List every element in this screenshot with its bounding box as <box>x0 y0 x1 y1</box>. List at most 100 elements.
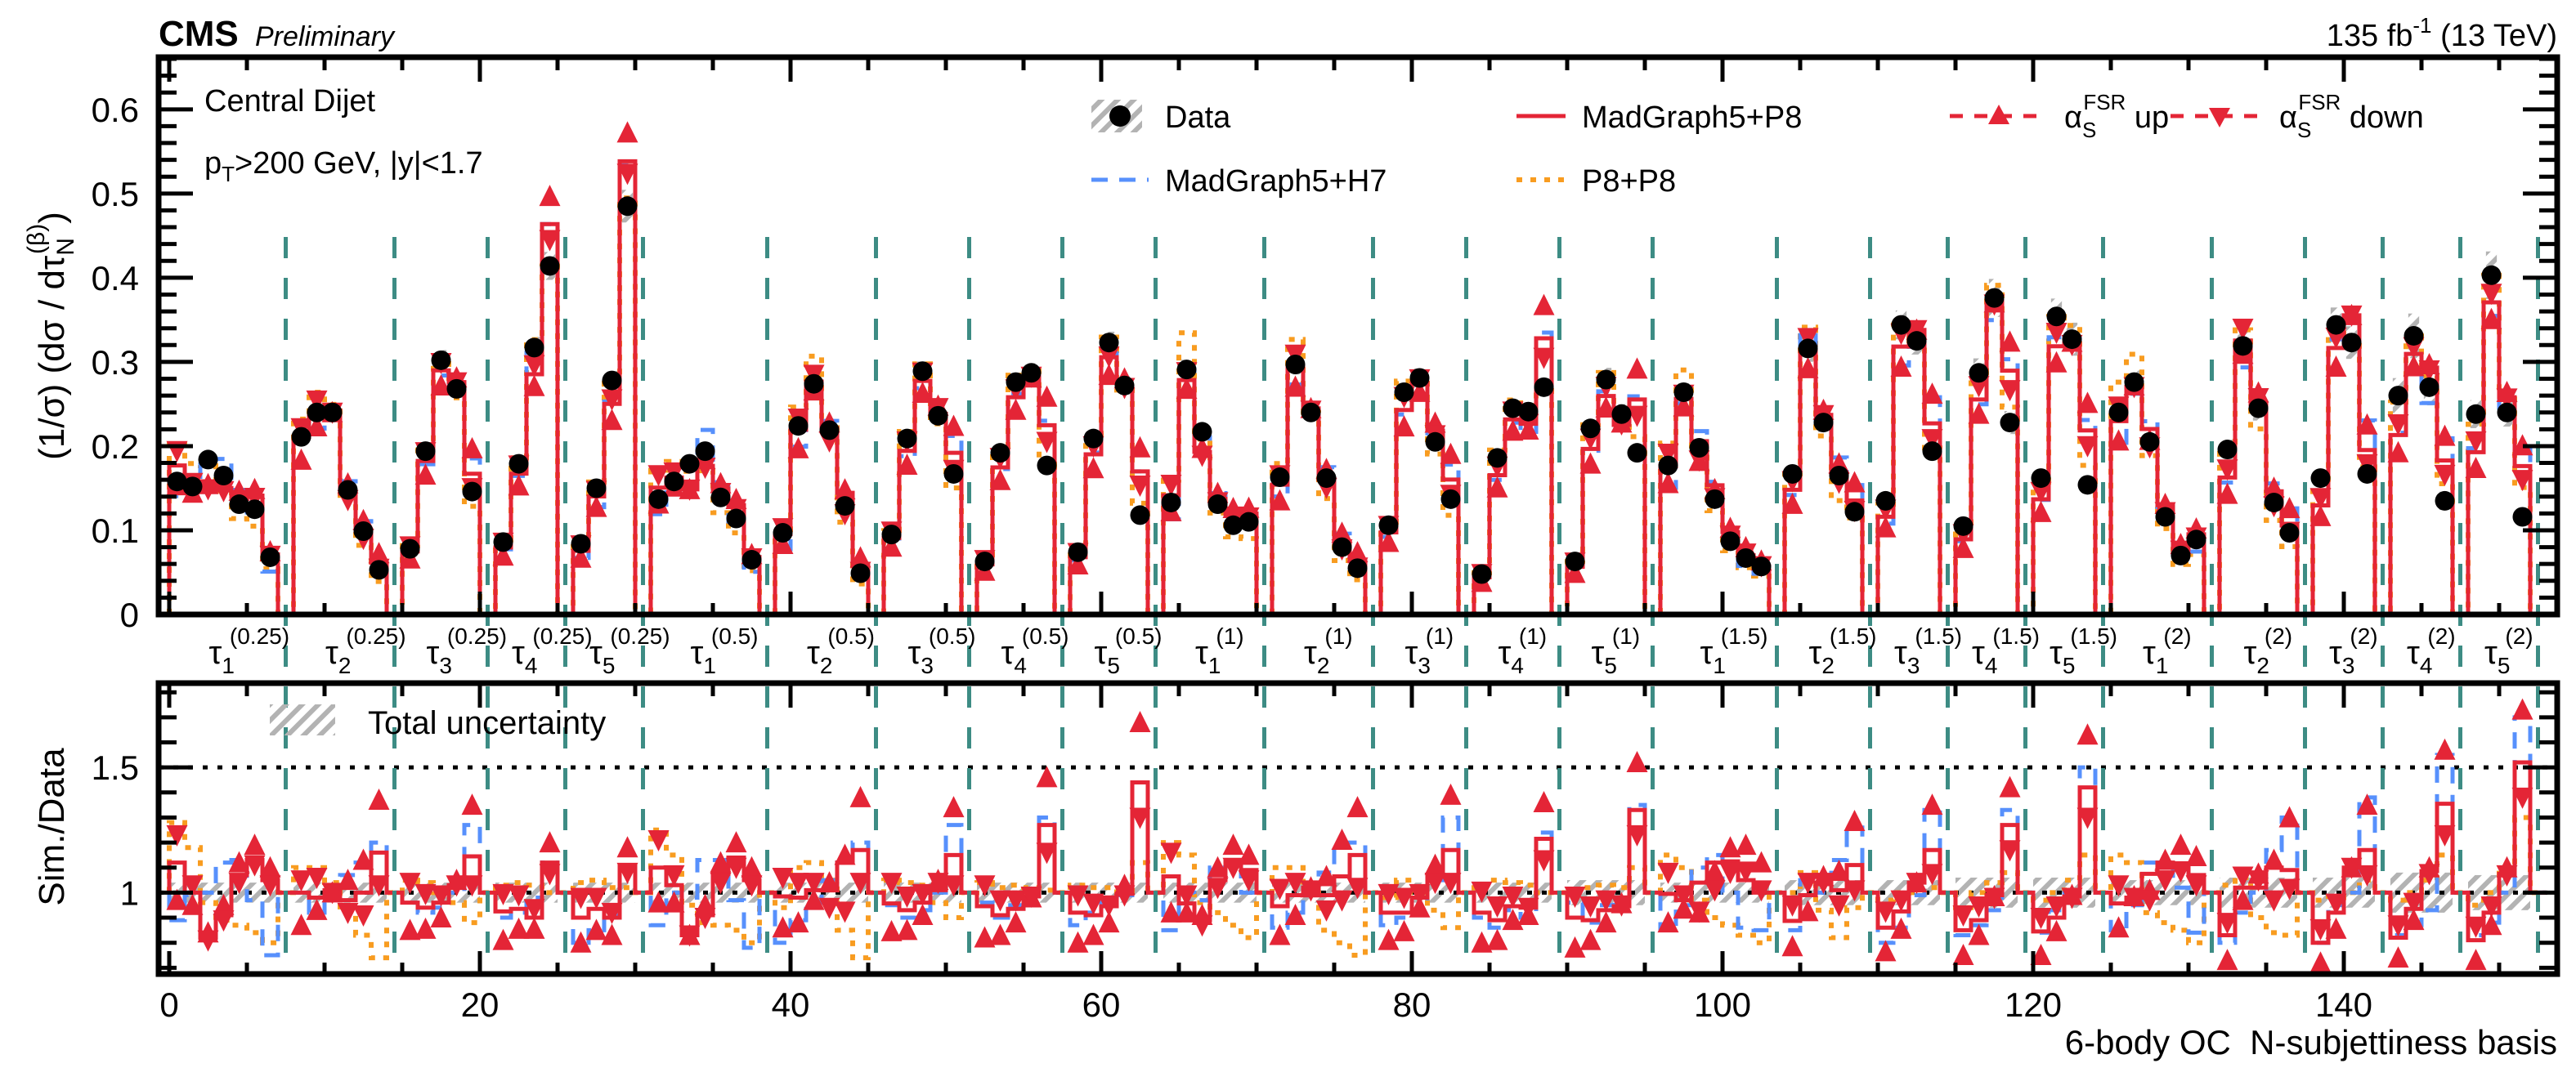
tau-beta: (0.25) <box>610 623 670 649</box>
marker-fsr-down <box>1160 475 1182 497</box>
ratio-marker-fsr-down <box>2232 866 2254 888</box>
ratio-marker-fsr-down <box>880 873 903 895</box>
data-point <box>679 454 700 474</box>
marker-fsr-up <box>896 453 918 475</box>
data-point <box>2124 372 2144 392</box>
tau-beta: (0.25) <box>230 623 289 649</box>
marker-fsr-down <box>2030 481 2052 503</box>
tau-group-label: τ3 (1.5) <box>1894 623 1962 678</box>
ratio-marker-fsr-down <box>2480 896 2502 918</box>
ratio-marker-fsr-up <box>741 856 763 878</box>
ratio-marker-fsr-down <box>849 873 871 895</box>
legend-label-p8-p8: P8+P8 <box>1582 164 1676 199</box>
tau-index: 3 <box>439 653 452 678</box>
marker-fsr-up <box>1393 415 1415 437</box>
marker-fsr-up <box>787 436 809 458</box>
x-tick-label: 60 <box>1082 985 1121 1024</box>
data-point <box>1658 455 1678 476</box>
ratio-marker-fsr-up <box>2278 806 2300 828</box>
ratio-marker-fsr-down <box>2061 887 2083 909</box>
marker-fsr-up <box>1579 452 1602 474</box>
data-point <box>508 454 529 474</box>
ratio-marker-fsr-up <box>2170 833 2192 856</box>
data-point <box>1891 315 1911 335</box>
marker-fsr-down <box>2309 488 2332 510</box>
y-label-main: (1/σ) (dσ / dτ <box>32 255 72 460</box>
tau-index: 4 <box>2420 653 2433 678</box>
marker-fsr-up <box>290 448 312 470</box>
ratio-marker-fsr-up <box>1781 935 1803 957</box>
selection-title: Central Dijet <box>204 84 376 118</box>
tau-index: 1 <box>1713 653 1726 678</box>
marker-fsr-up <box>523 374 545 396</box>
y-tick-label: 0.5 <box>92 175 139 213</box>
data-point <box>1565 552 1585 572</box>
ratio-marker-fsr-down <box>912 883 934 905</box>
tau-symbol: τ <box>2484 635 2498 671</box>
marker-fsr-up <box>772 533 794 555</box>
data-point <box>726 508 746 529</box>
ratio-marker-fsr-down <box>181 875 204 897</box>
ratio-marker-fsr-up <box>896 918 918 941</box>
data-point <box>1114 375 1135 395</box>
marker-fsr-down <box>2341 305 2363 327</box>
ratio-marker-fsr-down <box>2045 896 2068 918</box>
data-point <box>1316 468 1337 489</box>
ratio-marker-fsr-up <box>1564 936 1586 958</box>
axis-ticks <box>159 56 2557 974</box>
ratio-marker-fsr-down <box>1424 873 1446 895</box>
data-point <box>1736 547 1756 568</box>
data-point <box>260 547 280 567</box>
marker-fsr-up <box>2278 497 2300 519</box>
marker-fsr-up <box>1781 492 1803 514</box>
marker-fsr-up <box>989 468 1011 490</box>
tau-symbol: τ <box>908 635 921 671</box>
marker-fsr-up <box>1129 436 1151 458</box>
marker-fsr-down <box>694 458 716 480</box>
marker-fsr-up <box>834 478 856 500</box>
ratio-marker-fsr-up <box>1005 911 1027 933</box>
data-point <box>1751 556 1772 577</box>
tau-beta: (2) <box>2427 623 2455 649</box>
ratio-marker-fsr-up <box>1657 911 1679 933</box>
ratio-marker-fsr-down <box>1098 895 1120 917</box>
data-point <box>1332 537 1352 557</box>
ratio-marker-fsr-up <box>1533 791 1555 813</box>
x-tick-label: 140 <box>2315 985 2372 1024</box>
data-point <box>2077 475 2098 495</box>
data-point <box>990 443 1010 463</box>
marker-fsr-down <box>2496 388 2518 410</box>
ratio-marker-fsr-down <box>1626 824 1648 847</box>
ratio-marker-fsr-up <box>849 785 871 807</box>
ratio-marker-fsr-up <box>787 911 809 933</box>
data-point <box>664 471 684 492</box>
ratio-marker-fsr-up <box>1471 931 1493 953</box>
data-point <box>741 550 762 570</box>
pt-symbol: p <box>204 146 222 181</box>
ratio-marker-fsr-down <box>663 865 685 887</box>
ratio-marker-fsr-down <box>430 885 452 907</box>
ratio-marker-fsr-up <box>492 928 514 950</box>
marker-fsr-up <box>414 463 437 485</box>
data-point <box>602 370 622 391</box>
tau-symbol: τ <box>1809 635 1822 671</box>
marker-fsr-up <box>306 415 328 437</box>
ratio-uncertainty-band <box>620 883 635 903</box>
marker-fsr-up <box>1502 419 1524 441</box>
data-point <box>2404 325 2424 346</box>
marker-fsr-down <box>213 480 235 503</box>
ratio-marker-fsr-up <box>399 918 421 941</box>
ratio-marker-fsr-up <box>368 788 390 810</box>
ratio-marker-fsr-down <box>1952 905 1974 927</box>
data-point <box>353 521 374 541</box>
ratio-marker-fsr-down <box>1346 878 1369 900</box>
tau-index: 1 <box>1208 653 1221 678</box>
marker-fsr-up <box>1626 357 1648 379</box>
ratio-marker-fsr-down <box>2154 870 2176 892</box>
data-point <box>1534 377 1554 397</box>
ratio-uncertainty-band <box>2437 872 2453 913</box>
marker-fsr-up <box>1284 375 1306 397</box>
data-point <box>400 538 420 559</box>
ratio-marker-fsr-up <box>2325 917 2347 939</box>
ratio-marker-fsr-down <box>1579 896 1602 918</box>
